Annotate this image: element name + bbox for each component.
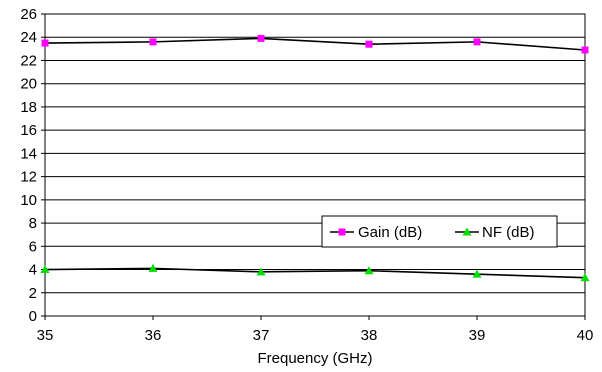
x-axis-title: Frequency (GHz) xyxy=(257,350,372,367)
y-tick-label: 4 xyxy=(29,262,37,279)
y-tick-label: 18 xyxy=(20,99,37,116)
series-nf xyxy=(40,263,590,282)
data-point-nf xyxy=(256,267,266,276)
y-tick-label: 6 xyxy=(29,238,37,255)
y-tick-label: 14 xyxy=(20,145,37,162)
y-tick-label: 26 xyxy=(20,6,37,23)
data-point-gain xyxy=(473,38,481,46)
y-tick-label: 24 xyxy=(20,29,37,46)
data-point-nf xyxy=(472,269,482,278)
y-tick-label: 8 xyxy=(29,215,37,232)
y-tick-label: 22 xyxy=(20,52,37,69)
y-tick-label: 10 xyxy=(20,192,37,209)
legend-label-nf: NF (dB) xyxy=(482,224,535,241)
x-tick-label: 36 xyxy=(145,327,162,344)
series-gain xyxy=(41,34,589,54)
data-point-nf xyxy=(580,273,590,282)
legend-box xyxy=(321,215,558,248)
series-line-nf xyxy=(44,267,586,279)
data-point-gain xyxy=(149,38,157,46)
legend-marker-gain xyxy=(338,228,346,236)
series-line-gain xyxy=(44,37,586,51)
y-tick-label: 16 xyxy=(20,122,37,139)
x-tick-label: 35 xyxy=(37,327,54,344)
legend-label-gain: Gain (dB) xyxy=(358,224,422,241)
legend: Gain (dB) NF (dB) xyxy=(321,215,558,248)
y-tick-label: 20 xyxy=(20,76,37,93)
data-point-nf xyxy=(40,265,50,274)
x-tick-label: 38 xyxy=(361,327,378,344)
data-point-nf xyxy=(148,263,158,272)
x-tick-label: 39 xyxy=(469,327,486,344)
x-tick-labels: 35 36 37 38 39 40 xyxy=(37,316,594,344)
data-point-gain xyxy=(41,39,49,47)
series-layer xyxy=(40,34,590,282)
x-tick-label: 40 xyxy=(577,327,594,344)
plot-frame xyxy=(44,13,586,317)
data-point-nf xyxy=(364,266,374,275)
data-point-gain xyxy=(365,40,373,48)
x-tick-label: 37 xyxy=(253,327,270,344)
legend-marker-nf xyxy=(462,227,472,236)
y-tick-label: 0 xyxy=(29,308,37,325)
y-tick-label: 2 xyxy=(29,285,37,302)
y-tick-label: 12 xyxy=(20,169,37,186)
data-point-gain xyxy=(581,46,589,54)
data-point-gain xyxy=(257,34,265,42)
